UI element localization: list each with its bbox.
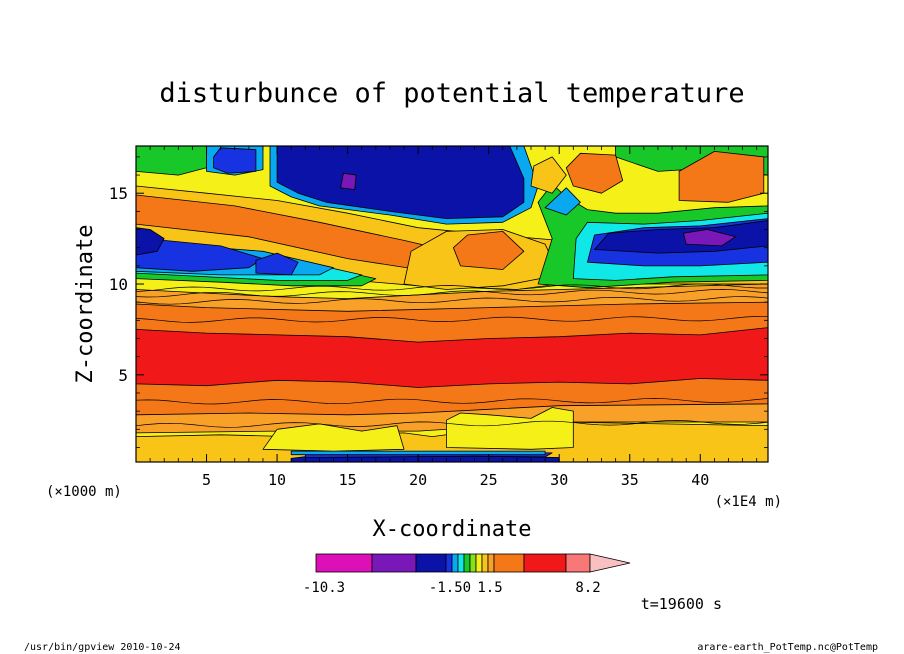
layer-right-navy (594, 220, 768, 254)
colorbar-arrow (589, 553, 631, 573)
x-axis-label: X-coordinate (373, 517, 532, 542)
colorbar-segment (481, 553, 489, 573)
colorbar-tick-label: 8.2 (575, 580, 600, 596)
layer-upper-left-green (136, 146, 207, 176)
layer-upper-navy (276, 146, 525, 220)
layer-patch-lower-yellow-2 (445, 407, 574, 450)
x-tick-label: 30 (550, 471, 568, 489)
contour-line (136, 398, 768, 405)
x-tick-label: 15 (339, 471, 357, 489)
y-axis-label: Z-coordinate (73, 225, 98, 384)
colorbar-segment (371, 553, 417, 573)
layer-patch-lower-yellow-1 (262, 423, 405, 452)
layer-upper-purple (340, 172, 357, 191)
chart-title: disturbunce of potential temperature (159, 78, 744, 109)
layer-left-navy (136, 227, 165, 256)
colorbar-segment (493, 553, 525, 573)
x-unit-right: (×1E4 m) (715, 494, 782, 510)
colorbar-segment (523, 553, 567, 573)
footer-left: /usr/bin/gpview 2010-10-24 (24, 642, 181, 653)
colorbar-segment (475, 553, 483, 573)
layer-left-blue-2 (255, 252, 299, 276)
plot-frame (135, 145, 769, 463)
colorbar-segment (315, 553, 373, 573)
y-tick-label: 15 (109, 184, 128, 203)
layer-center-orange (452, 230, 525, 270)
x-tick-label: 25 (480, 471, 498, 489)
contour-lines (136, 283, 768, 428)
x-axis: 5 10 15 20 25 30 35 40 (149, 146, 758, 489)
colorbar-segment (451, 553, 459, 573)
x-tick-label: 5 (202, 471, 211, 489)
colorbar-segment (445, 553, 453, 573)
layer-upper-left-blue (213, 147, 257, 174)
colorbar-segment (469, 553, 477, 573)
colorbar-segment (565, 553, 591, 573)
layer-bottom-lightblue (290, 450, 546, 456)
x-unit-left: (×1000 m) (46, 484, 122, 500)
colorbar-tick-label: -1.50 (429, 580, 471, 596)
heatmap-field (136, 146, 768, 462)
contour-line (136, 289, 768, 298)
footer-right: arare-earth_PotTemp.nc@PotTemp (697, 642, 878, 653)
y-tick-label: 10 (109, 275, 128, 294)
x-tick-label: 35 (621, 471, 639, 489)
colorbar-tick-label: 1.5 (477, 580, 502, 596)
colorbar-segment (457, 553, 465, 573)
colorbar-segment (415, 553, 447, 573)
y-tick-label: 5 (118, 366, 128, 385)
layer-top-right-orange-2 (678, 150, 765, 203)
colorbar-segment (487, 553, 495, 573)
layer-right-purple (683, 229, 736, 247)
contour-line (136, 316, 768, 323)
layer-top-mid-gold (530, 156, 567, 194)
colorbar-segment (463, 553, 471, 573)
contour-line (136, 296, 768, 305)
y-axis: 5 10 15 (109, 156, 768, 448)
colorbar-labels: -10.3 -1.50 1.5 8.2 (303, 580, 601, 596)
contour-line (136, 283, 768, 292)
x-tick-label: 20 (409, 471, 427, 489)
layer-center-right-lightblue (544, 187, 581, 216)
time-label: t=19600 s (641, 595, 722, 613)
colorbar (315, 553, 631, 573)
x-tick-label: 10 (268, 471, 286, 489)
layer-top-right-orange-1 (565, 152, 624, 194)
layer-core-red (136, 327, 768, 388)
x-tick-label: 40 (691, 471, 709, 489)
colorbar-tick-label: -10.3 (303, 580, 345, 596)
contour-line (136, 420, 768, 428)
